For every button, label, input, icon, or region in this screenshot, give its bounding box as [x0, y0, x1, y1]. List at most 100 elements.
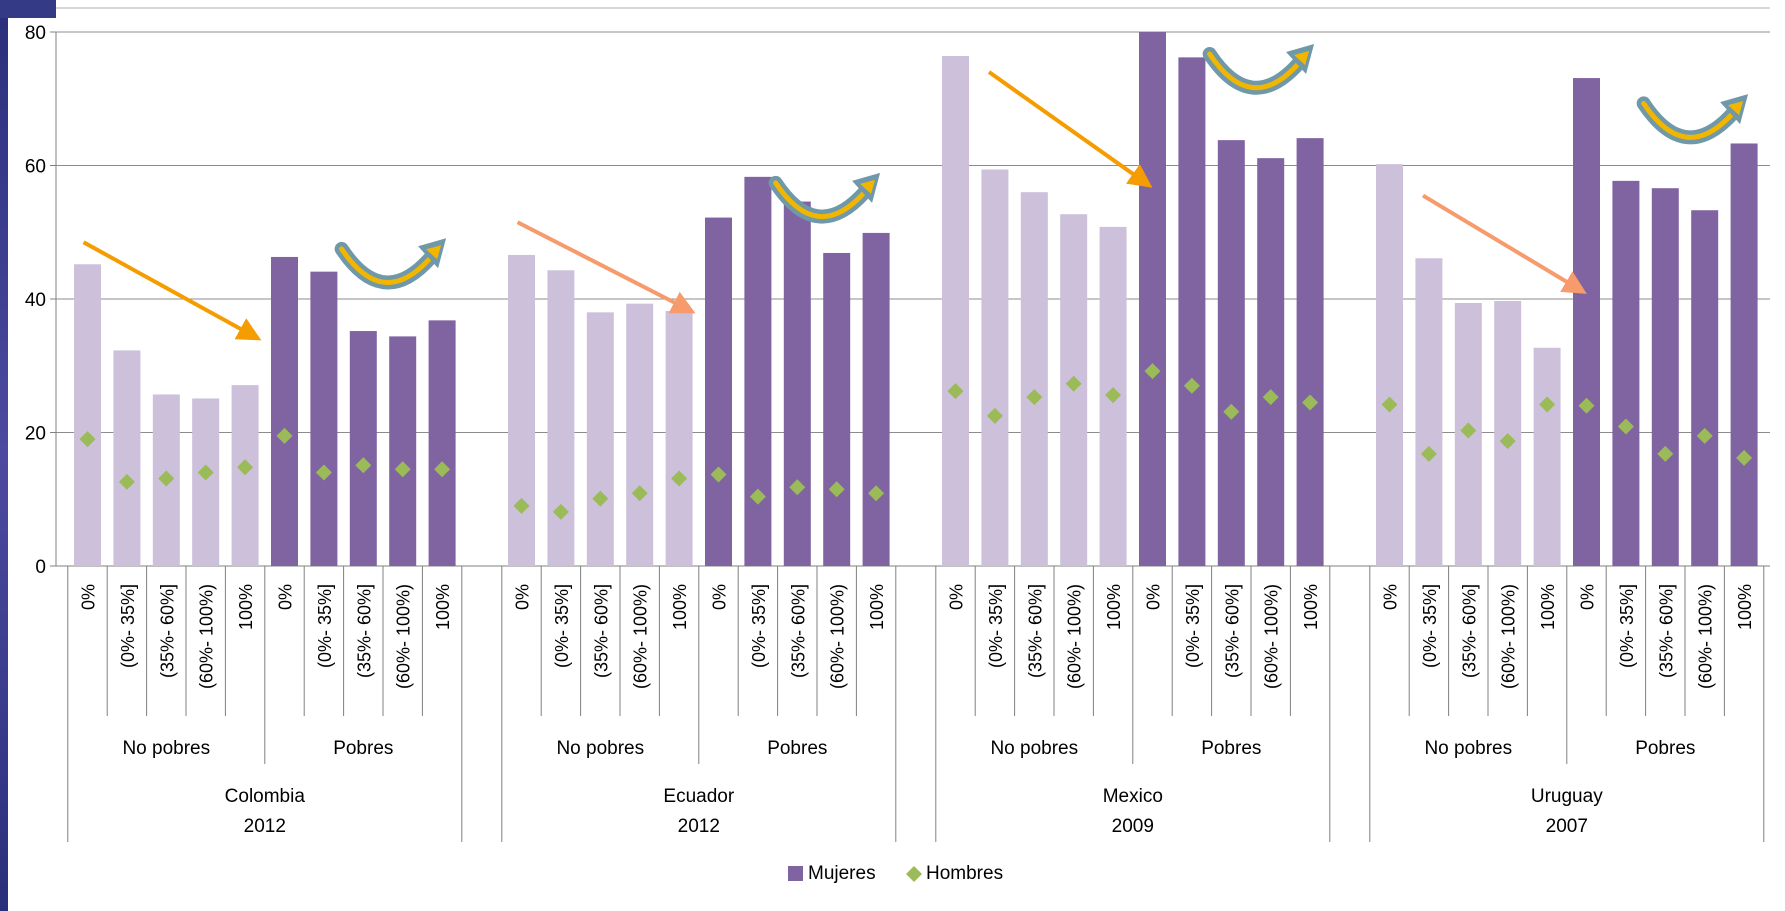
bar-mujeres	[1178, 57, 1206, 567]
x-tick-label: (35%- 60%]	[788, 584, 808, 678]
x-tick-label: (60%- 100%)	[828, 584, 848, 689]
legend: Mujeres Hombres	[788, 863, 1003, 884]
x-tick-label: (60%- 100%)	[631, 584, 651, 689]
x-tick-label: 0%	[276, 584, 296, 610]
x-tick-label: 0%	[79, 584, 99, 610]
curved-arrow-core	[773, 180, 867, 219]
y-tick-label: 60	[25, 157, 46, 178]
marker-hombres	[552, 503, 569, 520]
curved-arrow-core	[1207, 51, 1301, 91]
bar-mujeres	[113, 350, 141, 566]
country-label: Ecuador	[663, 786, 734, 807]
legend-label-hombres: Hombres	[926, 863, 1003, 884]
x-tick-label: (35%- 60%]	[1459, 584, 1479, 678]
bar-mujeres	[349, 331, 377, 566]
group-label: Pobres	[767, 738, 827, 759]
country-year-label: 2009	[1112, 816, 1154, 837]
marker-hombres	[513, 497, 530, 514]
marker-hombres	[1302, 394, 1319, 411]
slide-left-border	[0, 0, 8, 911]
gridlines	[56, 7, 1770, 567]
x-tick-label: (60%- 100%)	[197, 584, 217, 689]
curved-arrow-head-core	[1294, 51, 1310, 66]
bar-mujeres	[192, 398, 220, 566]
group-label: Pobres	[1635, 738, 1695, 759]
marker-hombres	[1617, 418, 1634, 435]
x-tick-label: 0%	[1578, 584, 1598, 610]
x-tick-label: (60%- 100%)	[1065, 584, 1085, 689]
curved-arrow-head-core	[860, 179, 876, 194]
group-label: No pobres	[122, 738, 210, 759]
marker-hombres	[315, 464, 332, 481]
marker-hombres	[1065, 375, 1082, 392]
x-tick-label: (35%- 60%]	[1025, 584, 1045, 678]
marker-hombres	[1144, 363, 1161, 380]
marker-hombres	[1539, 396, 1556, 413]
bar-mujeres	[1612, 180, 1640, 567]
curved-arrow-head-core	[1728, 101, 1744, 116]
y-tick-label: 0	[35, 557, 46, 578]
bar-mujeres	[1217, 140, 1245, 566]
bar-mujeres	[74, 264, 101, 566]
marker-hombres	[592, 490, 609, 507]
marker-hombres	[1262, 389, 1279, 406]
marker-hombres	[79, 431, 96, 448]
x-tick-label: (60%- 100%)	[1696, 584, 1716, 689]
bar-mujeres	[823, 252, 851, 566]
bar-mujeres	[1691, 210, 1719, 566]
x-tick-label: (35%- 60%]	[1222, 584, 1242, 678]
x-tick-label: (35%- 60%]	[354, 584, 374, 678]
x-tick-label: 100%	[1735, 584, 1755, 630]
marker-hombres	[1460, 422, 1477, 439]
marker-hombres	[158, 470, 175, 487]
x-tick-label: 0%	[513, 584, 533, 610]
bar-mujeres	[1257, 158, 1285, 566]
marker-hombres	[1223, 403, 1240, 420]
bar-mujeres	[586, 312, 614, 566]
group-label: No pobres	[990, 738, 1078, 759]
marker-hombres	[789, 479, 806, 496]
marker-hombres	[1657, 445, 1674, 462]
group-label: No pobres	[556, 738, 644, 759]
bar-mujeres	[783, 201, 811, 567]
mujeres-bars	[74, 32, 1758, 567]
bar-mujeres	[942, 56, 969, 566]
x-tick-label: (0%- 35%]	[1183, 584, 1203, 668]
bar-mujeres	[1020, 192, 1048, 566]
y-tick-label: 40	[25, 290, 46, 311]
x-tick-label: (35%- 60%]	[157, 584, 177, 678]
country-year-label: 2012	[244, 816, 286, 837]
country-year-label: 2007	[1546, 816, 1588, 837]
marker-hombres	[1696, 427, 1713, 444]
slide-corner-decoration	[0, 0, 56, 18]
curved-arrow-head-core	[426, 245, 442, 260]
x-tick-label: 0%	[1144, 584, 1164, 610]
x-tick-label: (60%- 100%)	[394, 584, 414, 689]
marker-hombres	[671, 470, 688, 487]
bar-mujeres	[231, 385, 259, 566]
marker-hombres	[1499, 433, 1516, 450]
marker-hombres	[710, 466, 727, 483]
annotations	[82, 44, 1749, 341]
legend-label-mujeres: Mujeres	[808, 863, 876, 884]
trend-arrow	[1421, 193, 1587, 294]
y-tick-label: 20	[25, 424, 46, 445]
marker-hombres	[355, 457, 372, 474]
x-tick-label: (60%- 100%)	[1499, 584, 1519, 689]
x-tick-label: (35%- 60%]	[1656, 584, 1676, 678]
x-tick-label: 0%	[947, 584, 967, 610]
bar-mujeres	[1651, 188, 1679, 566]
bar-mujeres	[508, 254, 535, 566]
x-tick-label: 100%	[1538, 584, 1558, 630]
bar-mujeres	[744, 176, 772, 566]
bar-mujeres	[626, 303, 654, 566]
x-tick-label: (0%- 35%]	[986, 584, 1006, 668]
bar-mujeres	[705, 217, 732, 566]
marker-hombres	[118, 473, 135, 490]
x-tick-label: 100%	[433, 584, 453, 630]
marker-hombres	[631, 485, 648, 502]
marker-hombres	[1736, 449, 1753, 466]
hombres-markers	[79, 363, 1753, 520]
marker-hombres	[947, 383, 964, 400]
